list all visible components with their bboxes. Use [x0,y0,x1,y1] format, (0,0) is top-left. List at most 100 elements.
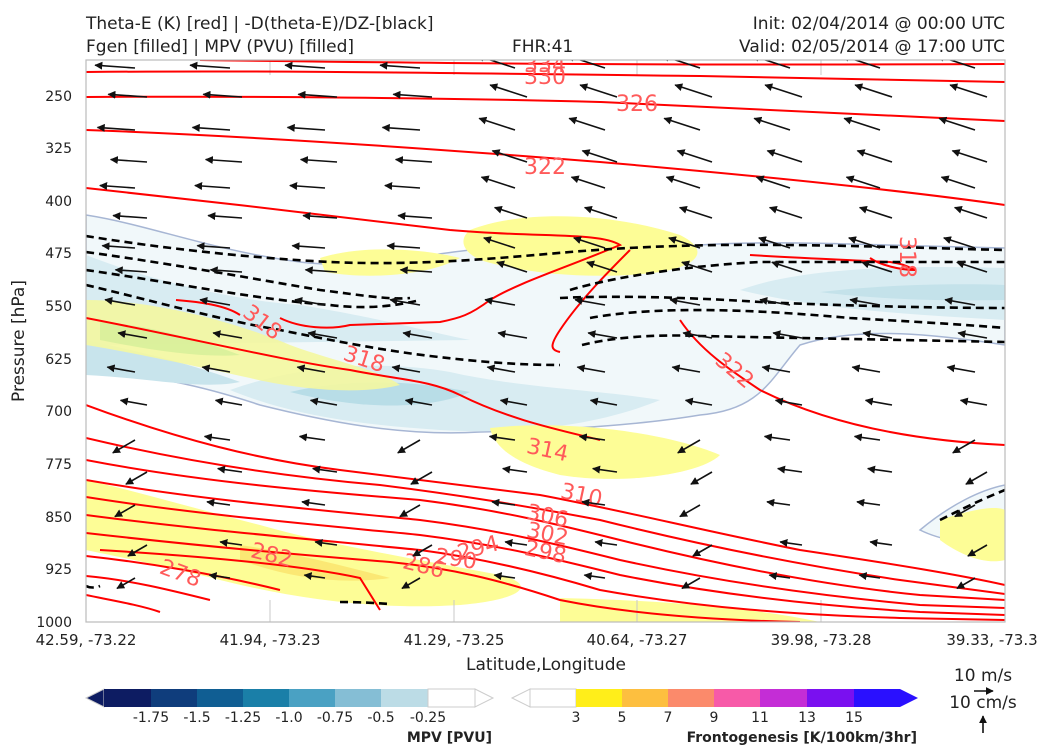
wind-vector [768,205,803,219]
x-tick: 41.29, -73.25 [404,631,505,649]
wind-vector [127,544,148,557]
wind-vector [581,498,606,507]
wind-vector [956,577,976,590]
mpv-fill-right-core [820,284,1005,301]
wind-vector [189,61,231,70]
wind-vector [578,433,606,442]
wind-vector [681,260,713,273]
wind-vector [671,364,701,373]
wind-vector [589,397,618,406]
wind-vector [771,260,803,273]
wind-vector [956,260,988,273]
wind-vector [488,433,516,442]
y-tick: 775 [45,457,72,473]
fgen-fill-bottom [560,598,820,622]
fgen-tick: 15 [845,710,863,726]
wind-vector [758,236,791,249]
wind-vector [504,538,528,547]
wind-vector [768,572,791,581]
wind-vector [196,242,231,251]
wind-vector [953,205,988,219]
wind-vector [402,330,433,339]
wind-vector [678,205,713,219]
wind-vector [109,156,148,164]
wind-legend-horizontal: 10 m/s [954,666,1012,686]
contour-label: 334 [524,53,566,78]
x-tick: 40.64, -73.27 [587,631,688,649]
wind-vector [301,498,326,507]
wind-vector [302,212,338,221]
wind-vector [568,116,606,131]
fgen-tick: 3 [572,710,581,726]
wind-vector [386,242,421,251]
wind-vector [297,90,338,99]
wind-vector [119,397,148,406]
wind-vector [483,236,516,249]
wind-vector [303,572,326,581]
wind-vector [114,266,148,275]
wind-vector [480,175,516,189]
fgen-fill-left-core [100,322,240,356]
wind-vector [845,175,881,189]
wind-vector [938,116,976,131]
wind-vector [486,364,516,373]
wind-vector [777,465,803,474]
fgen-tick: 13 [798,710,816,726]
wind-vector [957,330,988,339]
wind-vector [491,149,528,163]
wind-vector [954,504,976,518]
wind-vector [856,149,893,163]
wind-vector [214,397,243,406]
wind-vector [849,297,881,306]
mpv-tick: -0.5 [367,710,394,726]
wind-vector [851,364,881,373]
wind-vector [209,266,243,275]
wind-vector [772,330,803,339]
wind-vector [478,116,516,131]
contour-label: 326 [616,92,658,117]
wind-vector [114,504,136,518]
wind-vector [392,90,433,99]
wind-vector [96,123,136,132]
wind-vector [566,60,606,69]
wind-vector [491,498,516,507]
wind-vector [841,60,881,69]
fgen-fill-mid [490,425,720,479]
wind-vector [952,439,976,454]
wind-vector [751,60,791,69]
wind-vector [489,83,528,98]
wind-vector [856,498,881,507]
wind-vector [309,397,338,406]
wind-vector [967,544,988,557]
wind-vector [669,297,701,306]
wind-vector [583,572,606,581]
wind-vector [573,236,606,249]
wind-vector [112,212,148,221]
wind-vectors [94,60,988,590]
plot-frame [85,59,1006,623]
x-tick: 39.98, -73.28 [771,631,872,649]
wind-vector [99,182,136,191]
mpv-tick: -0.25 [410,710,446,726]
wind-vector [117,330,148,339]
fgen-fill-left [86,300,400,391]
theta-e-contours [86,60,1005,622]
wind-vector [853,433,881,442]
wind-vector [194,182,231,191]
wind-vector [493,572,516,581]
wind-vector [684,397,713,406]
wind-vector [665,175,701,189]
wind-vector [959,397,988,406]
wind-vector [104,297,136,306]
wind-vector [410,471,433,485]
wind-vector [112,439,136,454]
fgen-fill-right [940,508,1005,562]
wind-vector [576,364,606,373]
wind-vector [951,149,988,163]
wind-vector [286,123,326,132]
wind-vector [587,330,618,339]
wind-vector [936,60,976,69]
contour-label: 318 [894,236,919,278]
wind-vector [381,123,421,132]
fgen-tick: 9 [710,710,719,726]
